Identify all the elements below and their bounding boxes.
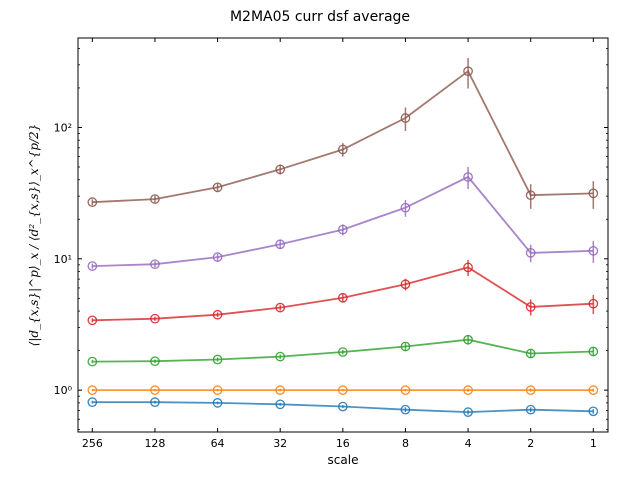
data-point xyxy=(400,113,411,123)
data-point xyxy=(212,309,223,320)
data-point xyxy=(588,188,599,199)
data-point xyxy=(275,239,286,250)
series-5 xyxy=(87,58,599,209)
data-point xyxy=(212,385,223,395)
data-point xyxy=(337,385,348,395)
data-point xyxy=(525,385,536,395)
data-point xyxy=(212,182,223,193)
data-point xyxy=(463,407,473,417)
data-point xyxy=(150,385,160,395)
series-1 xyxy=(87,385,599,395)
series-2 xyxy=(87,334,599,367)
data-point xyxy=(337,144,348,155)
data-point xyxy=(463,66,473,77)
data-point xyxy=(525,404,536,415)
x-tick-label: 128 xyxy=(144,437,165,450)
y-tick-label: 10¹ xyxy=(54,253,72,266)
data-point xyxy=(87,261,98,271)
data-point xyxy=(150,313,160,324)
y-tick-label: 10² xyxy=(54,121,72,134)
x-axis-label: scale xyxy=(328,453,359,467)
data-point xyxy=(588,245,599,256)
chart-title: M2MA05 curr dsf average xyxy=(230,9,410,25)
series-line-5 xyxy=(92,69,594,204)
data-point xyxy=(588,406,599,417)
x-tick-label: 32 xyxy=(273,437,287,450)
data-point xyxy=(337,224,348,235)
x-tick-label: 64 xyxy=(211,437,225,450)
data-point xyxy=(87,356,98,367)
data-point xyxy=(400,202,411,213)
data-point xyxy=(525,348,536,359)
series-line-4 xyxy=(92,175,594,267)
data-point xyxy=(400,385,411,395)
data-point xyxy=(588,298,599,309)
data-point xyxy=(212,252,223,262)
data-point xyxy=(87,397,98,408)
x-tick-label: 8 xyxy=(402,437,409,450)
data-point xyxy=(588,385,599,395)
data-point xyxy=(525,248,536,258)
y-tick-label: 10⁰ xyxy=(54,384,73,397)
data-point xyxy=(275,164,286,175)
data-point xyxy=(463,385,473,395)
data-point xyxy=(275,351,286,362)
x-tick-label: 4 xyxy=(465,437,472,450)
data-point xyxy=(337,347,348,357)
series-0 xyxy=(87,397,599,417)
data-point xyxy=(337,401,348,412)
data-point xyxy=(463,334,473,345)
series-4 xyxy=(87,167,599,271)
data-point xyxy=(87,315,98,326)
x-tick-label: 2 xyxy=(527,437,534,450)
data-point xyxy=(87,385,98,395)
data-point xyxy=(212,354,223,365)
data-point xyxy=(463,262,473,273)
data-point xyxy=(150,259,160,270)
data-point xyxy=(525,190,536,201)
data-point xyxy=(275,302,286,313)
data-point xyxy=(87,197,98,208)
data-point xyxy=(150,397,160,408)
data-point xyxy=(400,279,411,290)
series-3 xyxy=(87,259,599,326)
x-tick-label: 16 xyxy=(336,437,350,450)
data-point xyxy=(463,172,473,182)
data-point xyxy=(150,194,160,204)
data-point xyxy=(275,385,286,395)
y-axis-label: ⟨|d_{x,s}|^p⟩_x / ⟨d²_{x,s}⟩_x^{p/2} xyxy=(27,124,41,347)
data-point xyxy=(525,302,536,312)
data-point xyxy=(400,341,411,352)
x-tick-label: 1 xyxy=(590,437,597,450)
data-point xyxy=(400,404,411,415)
data-point xyxy=(588,346,599,357)
data-point xyxy=(275,399,286,410)
data-point xyxy=(150,356,160,367)
data-point xyxy=(337,292,348,303)
data-point xyxy=(212,398,223,408)
x-tick-label: 256 xyxy=(82,437,103,450)
